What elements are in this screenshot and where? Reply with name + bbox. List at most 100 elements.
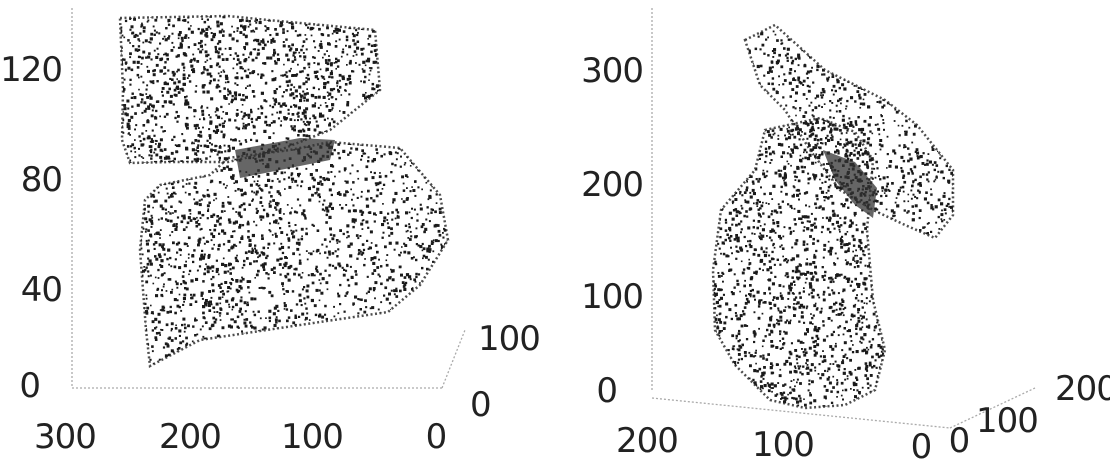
scatter-point xyxy=(140,101,142,103)
scatter-point xyxy=(803,398,805,400)
scatter-point xyxy=(887,381,890,384)
scatter-point xyxy=(711,220,713,222)
scatter-point xyxy=(448,345,450,347)
scatter-point xyxy=(172,212,174,214)
scatter-point xyxy=(800,160,803,163)
scatter-point xyxy=(151,58,153,60)
scatter-point xyxy=(860,272,863,275)
scatter-point xyxy=(123,88,126,91)
scatter-point xyxy=(318,354,321,357)
scatter-point xyxy=(782,201,784,203)
scatter-point xyxy=(237,58,240,61)
scatter-point xyxy=(410,190,412,192)
scatter-point xyxy=(751,233,753,235)
scatter-point xyxy=(410,235,412,237)
scatter-point xyxy=(293,327,296,330)
scatter-point xyxy=(726,390,728,392)
scatter-point xyxy=(381,143,384,146)
scatter-point xyxy=(811,162,814,165)
scatter-point xyxy=(164,175,167,178)
scatter-point xyxy=(809,286,812,289)
scatter-point xyxy=(312,104,315,107)
scatter-point xyxy=(242,118,244,120)
scatter-point xyxy=(798,190,800,192)
scatter-point xyxy=(759,158,761,160)
scatter-point xyxy=(260,219,262,221)
scatter-point xyxy=(224,120,226,122)
scatter-point xyxy=(863,316,865,318)
scatter-point xyxy=(448,212,451,215)
scatter-point xyxy=(185,165,188,168)
scatter-point xyxy=(230,342,232,344)
scatter-point xyxy=(227,286,230,289)
scatter-point xyxy=(283,178,285,180)
scatter-point xyxy=(371,164,373,166)
scatter-point xyxy=(262,47,265,50)
scatter-point xyxy=(278,366,281,369)
scatter-point xyxy=(292,181,294,183)
scatter-point xyxy=(130,150,132,152)
scatter-point xyxy=(278,180,280,182)
scatter-point xyxy=(259,353,262,356)
scatter-point xyxy=(230,235,233,238)
scatter-point xyxy=(192,325,194,327)
scatter-point xyxy=(382,329,385,332)
scatter-point xyxy=(269,320,271,322)
scatter-point xyxy=(237,291,239,293)
scatter-point xyxy=(793,171,796,174)
scatter-point xyxy=(280,274,282,276)
scatter-point xyxy=(368,60,370,62)
scatter-point xyxy=(125,61,128,64)
scatter-point xyxy=(831,136,833,138)
scatter-point xyxy=(438,230,441,233)
scatter-point xyxy=(387,226,390,229)
scatter-point xyxy=(380,78,383,81)
scatter-point xyxy=(854,395,857,398)
scatter-point xyxy=(325,221,328,224)
scatter-point xyxy=(167,69,169,71)
scatter-point xyxy=(803,152,805,154)
scatter-point xyxy=(829,231,831,233)
scatter-point xyxy=(351,199,353,201)
scatter-point xyxy=(823,339,826,342)
scatter-point xyxy=(387,222,389,224)
scatter-point xyxy=(414,334,416,336)
scatter-point xyxy=(354,50,357,53)
scatter-point xyxy=(877,151,879,153)
scatter-point xyxy=(134,112,137,115)
scatter-point xyxy=(314,367,317,370)
scatter-point xyxy=(823,122,825,124)
scatter-point xyxy=(274,60,276,62)
scatter-point xyxy=(218,53,220,55)
scatter-point xyxy=(273,132,275,134)
tick-label: 40 xyxy=(21,270,62,310)
scatter-point xyxy=(374,103,376,105)
scatter-point xyxy=(769,260,772,263)
scatter-point xyxy=(170,265,172,267)
scatter-point xyxy=(143,266,145,268)
scatter-point xyxy=(132,45,134,47)
scatter-point xyxy=(216,171,218,173)
scatter-point xyxy=(219,303,221,305)
scatter-point xyxy=(720,130,722,132)
scatter-point xyxy=(218,86,220,88)
scatter-point xyxy=(229,90,231,92)
scatter-point xyxy=(439,360,441,362)
scatter-point xyxy=(184,264,187,267)
scatter-point xyxy=(359,298,361,300)
scatter-point xyxy=(823,355,826,358)
scatter-point xyxy=(239,140,241,142)
scatter-point xyxy=(187,77,189,79)
scatter-point xyxy=(271,114,273,116)
scatter-point xyxy=(758,141,761,144)
scatter-point xyxy=(181,166,184,169)
scatter-point xyxy=(834,409,836,411)
scatter-point xyxy=(187,245,189,247)
scatter-point xyxy=(163,286,165,288)
scatter-point xyxy=(289,212,292,215)
scatter-point xyxy=(224,271,227,274)
scatter-point xyxy=(332,96,334,98)
scatter-point xyxy=(436,193,438,195)
scatter-point xyxy=(423,231,426,234)
scatter-point xyxy=(793,136,796,139)
